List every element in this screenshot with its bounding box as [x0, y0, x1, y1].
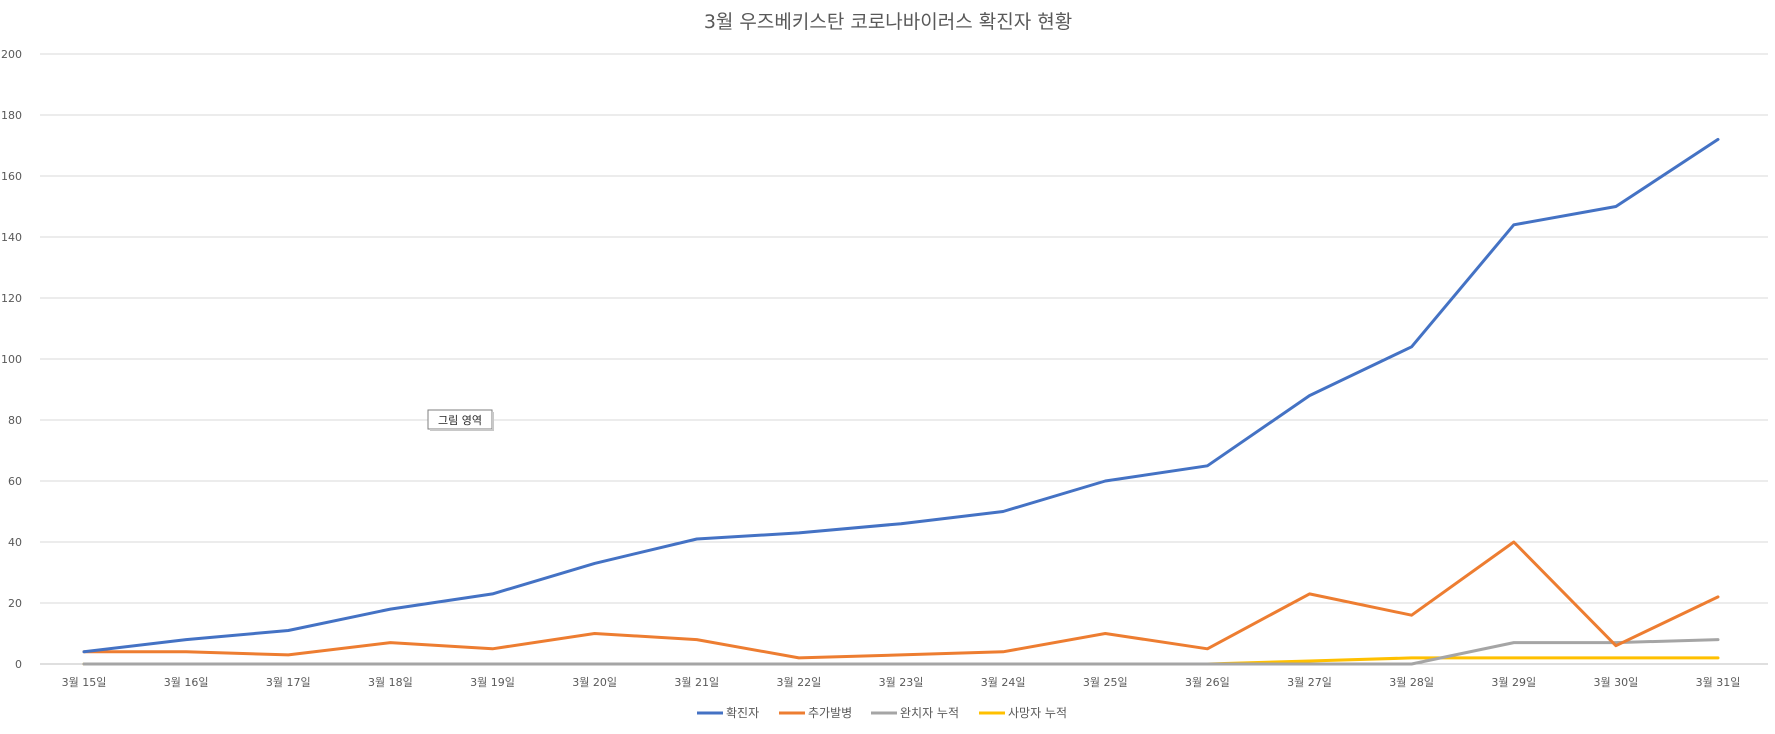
chart-title: 3월 우즈베키스탄 코로나바이러스 확진자 현황	[704, 11, 1072, 33]
legend-label-0: 확진자	[726, 706, 759, 720]
y-tick-label: 60	[8, 475, 22, 488]
x-tick-label: 3월 17일	[266, 675, 311, 689]
series-line-0[interactable]	[82, 137, 1720, 654]
x-tick-label: 3월 22일	[777, 675, 822, 689]
gridlines	[40, 53, 1768, 665]
x-tick-label: 3월 24일	[981, 675, 1026, 689]
x-tick-label: 3월 21일	[674, 675, 719, 689]
series-line-1[interactable]	[82, 540, 1720, 660]
y-tick-label: 120	[1, 292, 22, 305]
y-axis: 0 20 40 60 80 100 120 140 160 180 200	[1, 48, 22, 671]
x-tick-label: 3월 26일	[1185, 675, 1230, 689]
x-tick-label: 3월 25일	[1083, 675, 1128, 689]
y-tick-label: 80	[8, 414, 22, 427]
x-tick-label: 3월 20일	[572, 675, 617, 689]
x-tick-label: 3월 15일	[62, 675, 107, 689]
legend-label-2: 완치자 누적	[900, 706, 959, 720]
x-tick-label: 3월 23일	[879, 675, 924, 689]
y-tick-label: 160	[1, 170, 22, 183]
plot-area-tooltip: 그림 영역	[427, 409, 494, 431]
y-tick-label: 180	[1, 109, 22, 122]
x-tick-label: 3월 18일	[368, 675, 413, 689]
x-tick-label: 3월 27일	[1287, 675, 1332, 689]
tooltip-label: 그림 영역	[438, 414, 482, 427]
series-line-2[interactable]	[82, 638, 1720, 666]
y-tick-label: 0	[15, 658, 22, 671]
legend-label-3: 사망자 누적	[1008, 706, 1067, 720]
legend-label-1: 추가발병	[808, 706, 852, 720]
legend: 확진자 추가발병 완치자 누적 사망자 누적	[697, 706, 1067, 720]
x-tick-label: 3월 30일	[1594, 675, 1639, 689]
y-tick-label: 40	[8, 536, 22, 549]
x-tick-label: 3월 31일	[1696, 675, 1741, 689]
y-tick-label: 20	[8, 597, 22, 610]
x-tick-label: 3월 29일	[1491, 675, 1536, 689]
y-tick-label: 200	[1, 48, 22, 61]
x-axis: 3월 15일 3월 16일 3월 17일 3월 18일 3월 19일 3월 20일 3월 2…	[62, 675, 1741, 689]
x-tick-label: 3월 19일	[470, 675, 515, 689]
y-tick-label: 100	[1, 353, 22, 366]
series-group	[82, 137, 1720, 666]
y-tick-label: 140	[1, 231, 22, 244]
x-tick-label: 3월 28일	[1389, 675, 1434, 689]
x-tick-label: 3월 16일	[164, 675, 209, 689]
